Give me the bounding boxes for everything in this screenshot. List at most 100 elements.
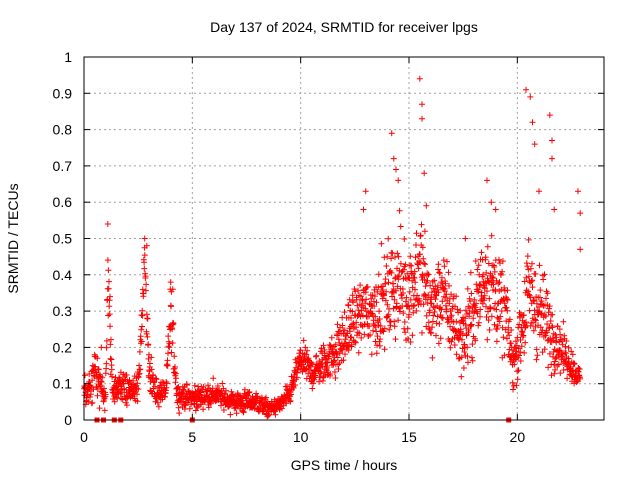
data-point bbox=[418, 221, 425, 228]
data-point bbox=[357, 282, 364, 289]
data-point bbox=[503, 304, 510, 311]
data-point bbox=[421, 228, 428, 235]
data-point bbox=[392, 336, 399, 343]
data-point bbox=[462, 235, 469, 242]
data-point bbox=[334, 354, 341, 361]
data-point bbox=[104, 221, 111, 227]
data-point bbox=[412, 279, 419, 286]
data-point bbox=[488, 313, 495, 320]
data-point bbox=[143, 242, 150, 249]
data-point bbox=[163, 379, 170, 385]
data-point bbox=[339, 322, 346, 329]
data-point bbox=[481, 292, 488, 299]
data-point bbox=[447, 344, 454, 351]
data-point bbox=[172, 364, 178, 370]
data-point bbox=[348, 334, 355, 341]
data-point bbox=[430, 312, 437, 319]
data-point bbox=[390, 280, 397, 287]
data-point bbox=[375, 284, 382, 291]
data-point bbox=[485, 308, 491, 315]
data-point bbox=[393, 166, 399, 173]
data-point bbox=[494, 326, 501, 333]
data-point bbox=[515, 367, 522, 374]
data-point bbox=[396, 207, 403, 214]
data-point bbox=[349, 292, 356, 299]
data-point bbox=[390, 155, 397, 162]
data-point bbox=[496, 279, 503, 286]
data-point bbox=[453, 293, 460, 300]
data-point bbox=[366, 323, 373, 330]
data-point bbox=[464, 344, 471, 351]
data-point bbox=[421, 170, 428, 177]
data-point bbox=[316, 378, 322, 385]
data-point bbox=[347, 328, 353, 335]
data-point bbox=[536, 262, 543, 269]
data-point bbox=[134, 391, 140, 398]
data-point bbox=[544, 321, 551, 327]
data-point bbox=[549, 155, 555, 162]
data-point bbox=[494, 322, 501, 329]
data-point bbox=[494, 314, 501, 321]
data-point bbox=[303, 351, 310, 358]
data-point bbox=[395, 276, 402, 283]
data-point bbox=[377, 323, 384, 329]
data-point bbox=[413, 307, 420, 314]
data-point bbox=[106, 278, 112, 285]
data-point bbox=[435, 340, 442, 347]
data-point bbox=[130, 377, 137, 384]
data-point bbox=[353, 296, 360, 303]
data-point bbox=[541, 271, 548, 278]
data-point bbox=[407, 253, 414, 260]
data-point bbox=[345, 347, 352, 354]
data-point bbox=[145, 341, 152, 348]
data-point bbox=[569, 351, 576, 358]
data-point bbox=[97, 378, 104, 385]
data-point bbox=[479, 300, 486, 307]
data-point bbox=[466, 305, 473, 312]
data-points bbox=[81, 75, 584, 423]
data-point bbox=[533, 356, 540, 363]
data-point bbox=[385, 311, 392, 318]
data-point bbox=[402, 261, 409, 268]
data-point bbox=[473, 300, 480, 307]
data-point bbox=[287, 397, 294, 404]
data-point bbox=[169, 286, 176, 293]
data-point bbox=[504, 335, 510, 342]
data-point bbox=[412, 286, 418, 293]
data-point bbox=[462, 307, 469, 314]
data-point bbox=[396, 305, 403, 312]
data-point bbox=[552, 366, 559, 373]
data-point bbox=[529, 277, 536, 284]
data-point bbox=[447, 323, 454, 330]
data-point bbox=[138, 312, 145, 318]
data-point bbox=[385, 235, 392, 242]
data-point bbox=[373, 350, 380, 357]
data-point bbox=[384, 301, 391, 308]
data-point bbox=[288, 391, 294, 398]
data-point bbox=[546, 112, 553, 119]
data-point bbox=[139, 312, 146, 319]
data-point bbox=[424, 277, 431, 284]
data-point bbox=[562, 343, 569, 350]
data-point bbox=[468, 321, 475, 328]
data-point bbox=[99, 374, 106, 381]
data-point bbox=[443, 306, 450, 313]
data-point bbox=[510, 386, 516, 393]
data-point bbox=[165, 333, 172, 340]
data-point bbox=[468, 290, 475, 297]
data-point bbox=[304, 347, 311, 354]
data-point bbox=[348, 341, 355, 348]
data-point bbox=[482, 254, 489, 261]
data-point bbox=[549, 324, 556, 331]
data-point bbox=[194, 404, 201, 411]
data-point bbox=[531, 141, 538, 148]
data-point bbox=[516, 352, 522, 359]
data-point bbox=[348, 315, 354, 321]
data-point bbox=[549, 311, 556, 318]
data-point bbox=[507, 340, 514, 347]
data-point bbox=[501, 284, 508, 291]
data-point bbox=[388, 269, 395, 276]
data-point bbox=[245, 389, 252, 396]
data-point bbox=[421, 260, 428, 267]
data-point bbox=[445, 269, 452, 276]
